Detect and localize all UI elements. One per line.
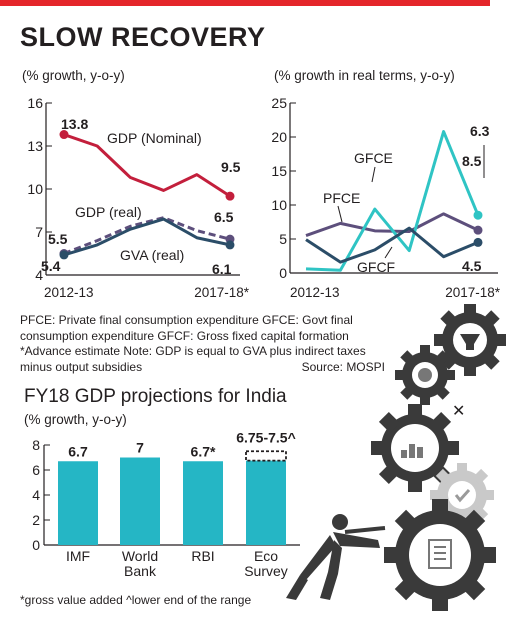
y-tick-label: 25	[271, 95, 287, 111]
y-tick-label: 7	[35, 224, 43, 240]
gear-icon	[395, 345, 455, 405]
infographic-title: SLOW RECOVERY	[20, 22, 266, 52]
data-label: 6.7	[68, 443, 88, 459]
data-label: 7	[136, 440, 144, 456]
data-point	[59, 250, 69, 260]
series-name-label: PFCE	[323, 190, 360, 206]
data-point	[225, 240, 235, 250]
series-name-label: GFCF	[357, 259, 395, 275]
y-tick-label: 8	[32, 437, 40, 453]
series-name-label: GFCE	[354, 150, 393, 166]
notes-block: PFCE: Private final consumption expendit…	[20, 313, 410, 375]
series-line-2	[305, 226, 479, 264]
chart1-growth-gdp-gva: 4 7 10 13 16 2012-13 2017-18* 13.8 9.5 5.5 6.5 5.4 6…	[27, 95, 249, 300]
series-name-label: GDP (real)	[75, 204, 142, 220]
note-line: consumption expenditure GFCF: Gross fixe…	[20, 328, 349, 343]
bar	[183, 461, 223, 545]
data-label: 6.75-7.5^	[236, 429, 296, 445]
data-point	[473, 225, 483, 235]
y-tick-label: 16	[27, 95, 43, 111]
data-label: 4.5	[462, 258, 482, 274]
chart2-subtitle: (% growth in real terms, y-o-y)	[274, 68, 455, 83]
x-tick-label: World	[122, 548, 158, 564]
data-label: 5.4	[41, 258, 61, 274]
close-icon: ✕	[452, 403, 465, 420]
series-line-1	[305, 130, 480, 272]
bar	[120, 457, 160, 545]
x-tick-label: 2012-13	[44, 285, 94, 300]
data-point	[59, 130, 69, 140]
data-label: 5.5	[48, 231, 68, 247]
series-line-0	[63, 133, 231, 198]
y-tick-label: 0	[32, 537, 40, 553]
x-tick-label: 2012-13	[290, 285, 340, 300]
footnote: *gross value added ^lower end of the ran…	[20, 593, 252, 607]
data-label: 6.3	[470, 123, 490, 139]
data-point	[473, 237, 483, 247]
y-tick-label: 4	[35, 267, 43, 283]
range-box	[245, 450, 287, 462]
leader-line	[384, 246, 393, 259]
y-tick-label: 5	[279, 231, 287, 247]
data-label: 9.5	[221, 159, 241, 175]
person-pushing-figure	[286, 514, 386, 600]
note-line: minus output subsidies	[20, 359, 143, 374]
series-line-0	[305, 212, 479, 238]
leader-line	[337, 205, 343, 223]
x-tick-label: 2017-18*	[445, 285, 501, 300]
bar	[246, 460, 286, 545]
gear-icon	[371, 404, 459, 492]
top-accent-bar	[0, 0, 490, 6]
chart2-consumption-investment: 0 5 10 15 20 25 2012-13 2017-18* 6.3 8.5 4.5 PFCE GF…	[271, 95, 500, 300]
chart3-subtitle: (% growth, y-o-y)	[24, 412, 127, 427]
data-label: 6.1	[212, 261, 232, 277]
series-line-2	[63, 217, 231, 257]
y-tick-label: 10	[271, 197, 287, 213]
y-tick-label: 13	[27, 138, 43, 154]
y-tick-label: 0	[279, 265, 287, 281]
x-tick-label: 2017-18*	[194, 285, 250, 300]
gears-illustration: ✕	[286, 304, 506, 611]
gear-icon	[434, 304, 506, 376]
gear-icon	[384, 499, 496, 611]
x-tick-label: Survey	[244, 563, 288, 579]
y-tick-label: 20	[271, 129, 287, 145]
data-point	[473, 210, 483, 220]
x-tick-label: IMF	[66, 548, 90, 564]
gear-icon	[430, 463, 494, 527]
leader-line	[371, 166, 376, 183]
source-label: Source: MOSPI	[301, 359, 385, 374]
y-tick-label: 6	[32, 462, 40, 478]
y-tick-label: 15	[271, 163, 287, 179]
x-tick-label: Eco	[254, 548, 278, 564]
y-tick-label: 10	[27, 181, 43, 197]
y-tick-label: 2	[32, 512, 40, 528]
data-point	[225, 191, 235, 201]
data-label: 13.8	[61, 116, 88, 132]
series-name-label: GDP (Nominal)	[107, 130, 202, 146]
x-tick-label: RBI	[191, 548, 214, 564]
series-name-label: GVA (real)	[120, 247, 184, 263]
data-label: 8.5	[462, 153, 482, 169]
bar	[58, 461, 98, 545]
y-tick-label: 4	[32, 487, 40, 503]
data-label: 6.5	[214, 209, 234, 225]
series-line-1	[63, 216, 231, 255]
chart1-subtitle: (% growth, y-o-y)	[22, 68, 125, 83]
projections-title: FY18 GDP projections for India	[24, 386, 287, 407]
note-line: *Advance estimate Note: GDP is equal to …	[20, 344, 366, 358]
x-tick-label: Bank	[124, 563, 157, 579]
note-line: PFCE: Private final consumption expendit…	[20, 313, 353, 327]
data-label: 6.7*	[191, 443, 216, 459]
